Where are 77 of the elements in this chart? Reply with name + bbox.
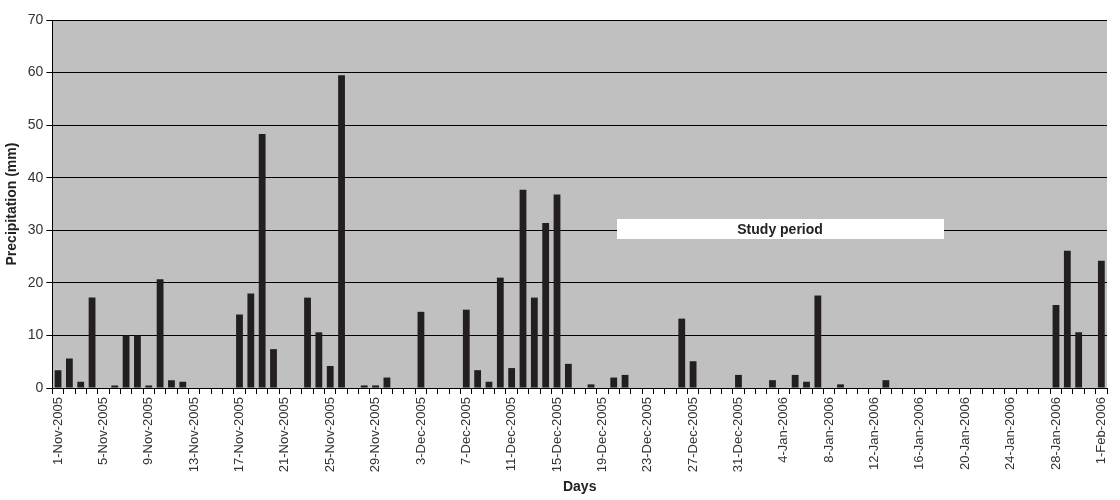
bar [1097, 260, 1105, 388]
x-tick-label: 7-Dec-2005 [457, 397, 473, 465]
bar [326, 365, 334, 388]
bar [145, 385, 153, 388]
bar [1063, 250, 1071, 388]
x-tick-label: 4-Jan-2006 [775, 397, 791, 463]
bar [496, 277, 504, 388]
bar [338, 75, 345, 388]
bar [621, 374, 629, 388]
y-tick-label: 60 [27, 63, 44, 80]
bar [65, 358, 73, 388]
bar [837, 384, 844, 388]
x-tick-label: 25-Nov-2005 [321, 397, 337, 473]
x-tick-label: 1-Feb-2006 [1092, 397, 1108, 465]
x-tick-label: 11-Dec-2005 [503, 397, 519, 472]
bar [735, 374, 742, 388]
bar [542, 222, 550, 388]
x-tick-label: 1-Nov-2005 [49, 397, 65, 465]
x-tick-label: 12-Jan-2006 [866, 397, 882, 471]
x-tick-label: 9-Nov-2005 [140, 397, 156, 465]
bar [791, 374, 799, 388]
bar [258, 134, 266, 388]
bar [689, 361, 697, 388]
bar [485, 381, 493, 388]
bar [769, 380, 776, 388]
y-tick-label: 20 [27, 273, 44, 290]
bar [474, 370, 482, 388]
bar [122, 335, 130, 388]
bar [247, 293, 255, 388]
bar [814, 295, 822, 388]
x-tick-label: 8-Jan-2006 [820, 397, 836, 463]
bar [678, 318, 686, 388]
x-tick-label: 21-Nov-2005 [276, 397, 292, 473]
x-tick-label: 24-Jan-2006 [1002, 397, 1018, 471]
bar [1075, 332, 1083, 388]
bar [315, 332, 323, 388]
x-tick-label: 13-Nov-2005 [185, 397, 201, 473]
x-tick-label: 19-Dec-2005 [593, 397, 609, 473]
x-axis-title: Days [562, 478, 597, 495]
bar [360, 385, 368, 388]
x-tick-label: 17-Nov-2005 [231, 397, 247, 473]
y-tick-label: 40 [27, 168, 44, 185]
bar [270, 349, 277, 388]
x-tick-label: 27-Dec-2005 [684, 397, 700, 473]
bar [179, 381, 187, 388]
y-tick-label: 30 [27, 221, 44, 238]
bar [803, 381, 810, 388]
bar [156, 279, 164, 388]
y-tick-label: 0 [35, 378, 44, 395]
x-tick-label: 15-Dec-2005 [548, 397, 564, 473]
bar [564, 363, 572, 388]
x-tick-label: 31-Dec-2005 [730, 397, 746, 473]
x-tick-label: 16-Jan-2006 [911, 397, 927, 471]
x-tick-label: 29-Nov-2005 [367, 397, 383, 473]
y-tick-label: 50 [27, 116, 44, 133]
bar [111, 385, 119, 388]
bar [304, 297, 311, 388]
bar [530, 297, 538, 388]
bar [882, 380, 890, 388]
bar [610, 377, 618, 388]
y-axis-title: Precipitation (mm) [3, 142, 20, 266]
x-tick-label: 20-Jan-2006 [956, 397, 972, 471]
x-tick-label: 28-Jan-2006 [1047, 397, 1063, 471]
bar [587, 384, 595, 388]
bar [77, 381, 85, 388]
y-tick-label: 10 [27, 326, 44, 343]
bar [54, 370, 62, 388]
bar [236, 314, 243, 388]
bar [134, 335, 141, 388]
y-tick-label: 70 [27, 10, 44, 27]
bar [372, 385, 379, 388]
bar [462, 309, 470, 388]
bar [508, 368, 516, 388]
x-tick-label: 5-Nov-2005 [94, 397, 110, 465]
bar [168, 380, 175, 388]
x-tick-label: 23-Dec-2005 [639, 397, 655, 473]
x-tick-label: 3-Dec-2005 [412, 397, 428, 465]
